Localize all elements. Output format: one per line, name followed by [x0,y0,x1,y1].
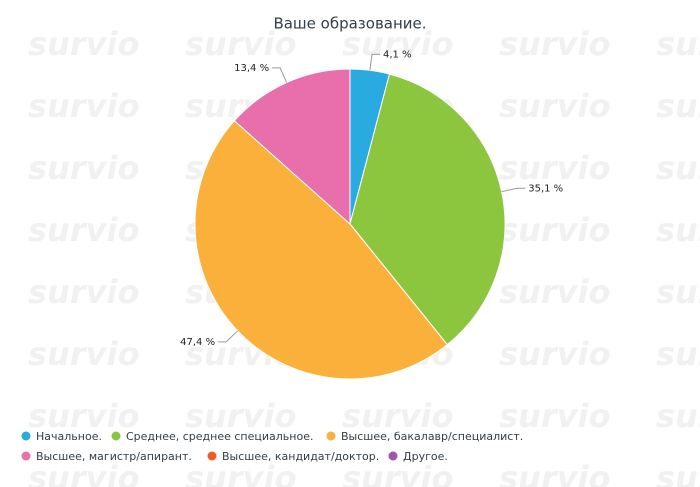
leader-line [501,187,526,193]
leader-line [369,53,380,71]
watermark-text: survio [656,25,700,63]
watermark-text: survio [499,459,610,487]
watermark-text: survio [28,25,139,63]
watermark-text: survio [185,397,296,435]
watermark-text: survio [28,149,139,187]
data-label: 35,1 % [528,183,563,194]
legend-label: Высшее, магистр/апирант. [36,450,192,463]
legend-label: Другое. [403,450,448,463]
watermark-text: survio [185,459,296,487]
legend-marker [21,431,31,441]
watermark-text: survio [499,87,610,125]
legend-label: Высшее, кандидат/доктор. [222,450,379,463]
watermark-text: survio [499,149,610,187]
watermark-text: survio [28,87,139,125]
watermark-text: survio [656,149,700,187]
data-label: 47,4 % [180,337,215,348]
watermark-text: survio [28,459,139,487]
watermark-text: survio [28,397,139,435]
watermark-text: survio [28,335,139,373]
pie-slice [194,120,448,380]
watermark-text: survio [28,273,139,311]
watermark-text: survio [499,25,610,63]
legend-marker [388,451,398,461]
watermark-text: survio [499,335,610,373]
legend-marker [111,431,121,441]
watermark-text: survio [342,397,453,435]
pie-slice [233,68,351,226]
watermark-text: survio [656,87,700,125]
legend-label: Начальное. [36,430,102,443]
legend-label: Среднее, среднее специальное. [126,430,313,443]
legend-marker [326,431,336,441]
data-label: 13,4 % [234,63,269,74]
watermark-text: survio [499,397,610,435]
watermark-text: survio [342,25,453,63]
data-label: 4,1 % [383,49,412,60]
watermark-text: survio [656,211,700,249]
legend-label: Высшее, бакалавр/специалист. [341,430,523,443]
legend-marker [21,451,31,461]
legend-marker [207,451,217,461]
watermark-text: survio [185,25,296,63]
watermark-text: survio [499,211,610,249]
watermark-text: survio [656,273,700,311]
watermark-text: survio [656,459,700,487]
leader-line [218,330,239,343]
pie-slice [349,73,506,346]
watermark-text: survio [342,459,453,487]
chart-title: Ваше образование. [273,15,426,33]
watermark-text: survio [499,273,610,311]
leader-line [272,67,288,83]
watermark-text: survio [28,211,139,249]
watermark-text: survio [656,397,700,435]
watermark-text: survio [656,335,700,373]
